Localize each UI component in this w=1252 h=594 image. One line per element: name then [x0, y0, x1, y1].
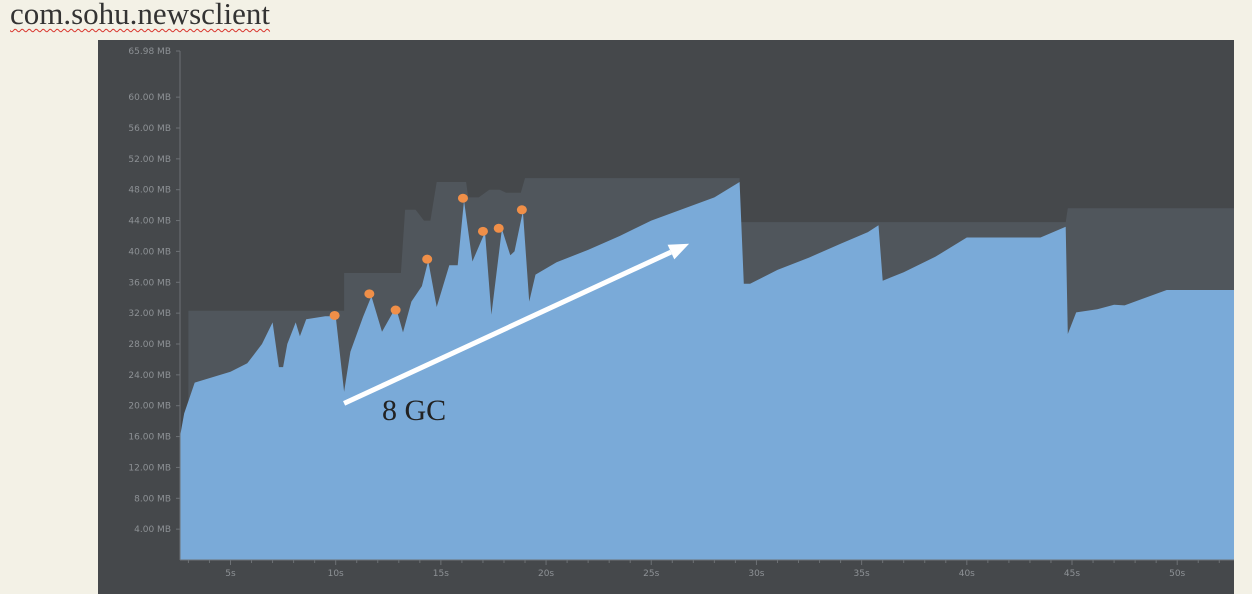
y-tick-label: 20.00 MB	[128, 402, 171, 412]
y-tick-label: 60.00 MB	[128, 93, 171, 103]
x-tick-label: 35s	[854, 569, 870, 579]
gc-event-marker	[422, 254, 433, 264]
app-title: com.sohu.newsclient	[10, 0, 271, 31]
y-tick-label: 8.00 MB	[134, 494, 171, 504]
y-tick-label: 44.00 MB	[128, 217, 171, 227]
y-tick-label: 56.00 MB	[128, 124, 171, 134]
x-tick-label: 30s	[748, 569, 764, 579]
memory-chart: 4.00 MB 8.00 MB 12.00 MB 16.00 MB 20.00 MB 24…	[98, 40, 1234, 594]
y-tick-label: 28.00 MB	[128, 340, 171, 350]
gc-event-marker	[493, 223, 504, 233]
y-tick-label: 4.00 MB	[134, 525, 171, 535]
y-tick-label: 16.00 MB	[128, 433, 171, 443]
x-tick-label: 50s	[1169, 569, 1185, 579]
y-tick-label: 40.00 MB	[128, 247, 171, 257]
gc-event-marker	[329, 310, 340, 320]
trend-arrow-shaft	[343, 249, 673, 406]
x-tick-label: 25s	[643, 569, 659, 579]
y-tick-label: 52.00 MB	[128, 155, 171, 165]
x-tick-label: 45s	[1064, 569, 1080, 579]
x-tick-label: 40s	[959, 569, 975, 579]
x-tick-label: 15s	[433, 569, 449, 579]
gc-event-marker	[390, 305, 401, 315]
gc-count-label: 8 GC	[382, 394, 446, 427]
x-tick-label: 10s	[328, 569, 344, 579]
y-tick-label: 65.98 MB	[128, 47, 171, 57]
y-tick-label: 24.00 MB	[128, 371, 171, 381]
memory-chart-svg: 4.00 MB 8.00 MB 12.00 MB 16.00 MB 20.00 MB 24…	[128, 47, 1234, 579]
gc-event-marker	[516, 205, 527, 215]
gc-event-marker	[457, 193, 468, 203]
y-tick-label: 12.00 MB	[128, 463, 171, 473]
gc-event-marker	[477, 226, 488, 236]
y-tick-label: 36.00 MB	[128, 278, 171, 288]
gc-event-marker	[364, 289, 375, 299]
used-memory-area	[180, 182, 1234, 560]
y-tick-label: 48.00 MB	[128, 186, 171, 196]
x-tick-label: 20s	[538, 569, 554, 579]
y-tick-label: 32.00 MB	[128, 309, 171, 319]
trend-arrow-head	[667, 243, 690, 260]
x-tick-label: 5s	[225, 569, 236, 579]
